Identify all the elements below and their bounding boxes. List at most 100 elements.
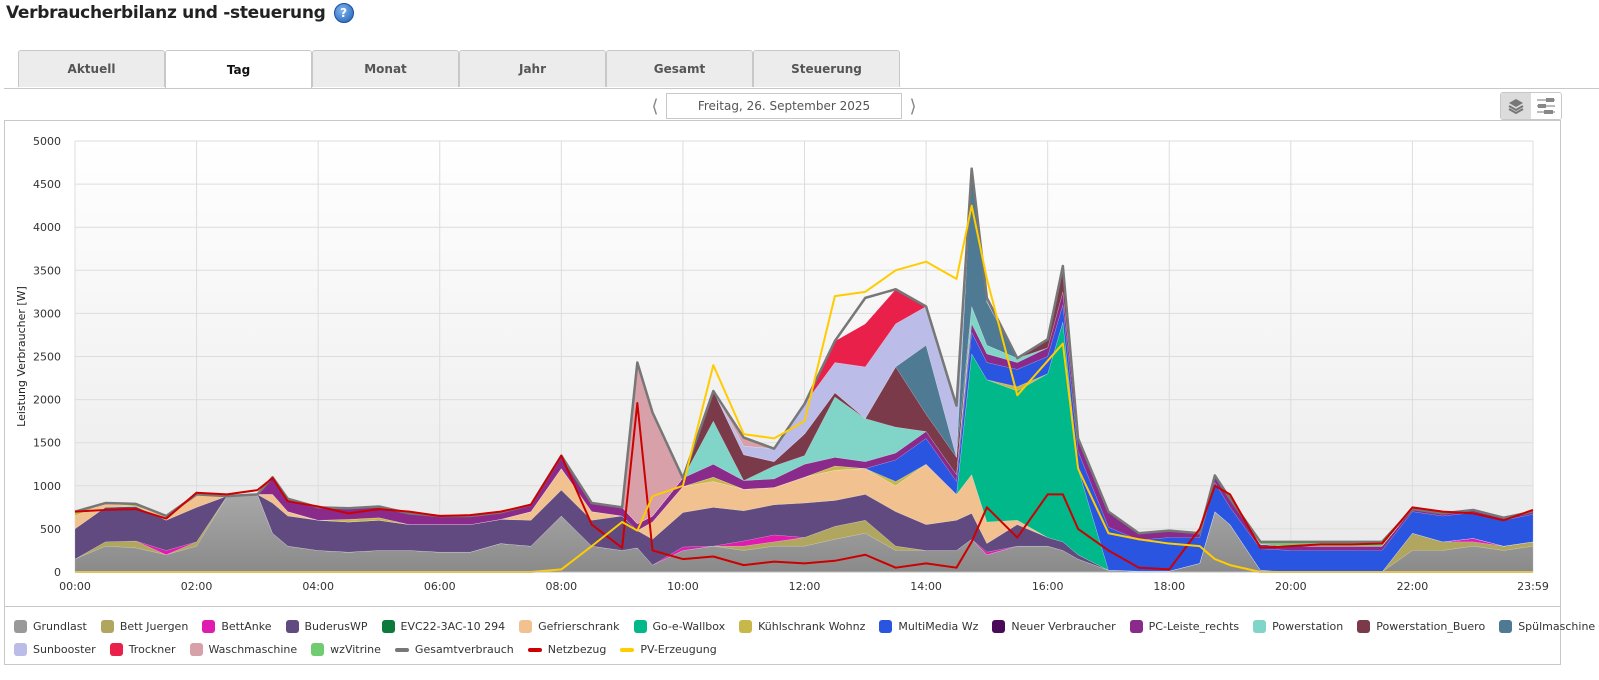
legend-label: BettAnke: [221, 620, 272, 633]
legend-swatch: [394, 647, 409, 652]
date-navigator: ⟨ Freitag, 26. September 2025 ⟩: [646, 93, 922, 119]
legend-swatch: [739, 620, 753, 633]
legend-swatch: [202, 620, 216, 633]
legend-item[interactable]: EVC22-3AC-10 294: [381, 620, 505, 633]
legend-swatch: [620, 647, 635, 652]
legend-label: BuderusWP: [304, 620, 368, 633]
legend-swatch: [1499, 620, 1513, 633]
tab-aktuell[interactable]: Aktuell: [18, 50, 165, 87]
chevron-left-icon[interactable]: ⟨: [651, 95, 659, 117]
tab-monat[interactable]: Monat: [312, 50, 459, 87]
legend-item[interactable]: Waschmaschine: [189, 643, 298, 656]
legend-swatch: [527, 647, 542, 652]
legend-item[interactable]: PV-Erzeugung: [620, 643, 717, 656]
legend-label: Go-e-Wallbox: [652, 620, 726, 633]
legend-label: Sunbooster: [33, 643, 96, 656]
legend-label: Grundlast: [33, 620, 87, 633]
page-title: Verbraucherbilanz und -steuerung ?: [6, 3, 354, 23]
y-tick-label: 2000: [33, 394, 61, 407]
legend-item[interactable]: Bett Juergen: [100, 620, 189, 633]
legend-item[interactable]: Grundlast: [14, 620, 87, 633]
legend-swatch: [1129, 620, 1143, 633]
legend-swatch: [519, 620, 533, 633]
y-tick-label: 4000: [33, 221, 61, 234]
legend-swatch: [381, 620, 395, 633]
legend-swatch: [879, 620, 893, 633]
legend-item[interactable]: MultiMedia Wz: [879, 620, 978, 633]
legend-item[interactable]: BuderusWP: [285, 620, 368, 633]
y-tick-label: 3000: [33, 307, 61, 320]
date-field[interactable]: Freitag, 26. September 2025: [666, 93, 902, 119]
x-tick-label: 10:00: [667, 580, 699, 593]
sliders-icon[interactable]: [1531, 93, 1561, 119]
legend-label: MultiMedia Wz: [898, 620, 979, 633]
legend-item[interactable]: PC-Leiste_rechts: [1129, 620, 1240, 633]
x-tick-label: 23:59: [1517, 580, 1549, 593]
tab-gesamt[interactable]: Gesamt: [606, 50, 753, 87]
legend-swatch: [189, 643, 203, 656]
line-netzbezug: [74, 402, 1534, 571]
legend-item[interactable]: Neuer Verbraucher: [992, 620, 1116, 633]
y-tick-label: 500: [40, 523, 61, 536]
y-tick-label: 4500: [33, 178, 61, 191]
legend-item[interactable]: Kühlschrank Wohnz: [739, 620, 865, 633]
legend-swatch: [1253, 620, 1267, 633]
legend-label: Bett Juergen: [119, 620, 189, 633]
legend-row: Sunbooster Trockner Waschmaschine wzVitrine…: [14, 638, 1561, 661]
legend-item[interactable]: BettAnke: [202, 620, 272, 633]
legend-label: wzVitrine: [330, 643, 381, 656]
x-tick-label: 22:00: [1397, 580, 1429, 593]
legend-item[interactable]: Spülmaschine: [1499, 620, 1595, 633]
y-tick-label: 2500: [33, 351, 61, 364]
y-tick-label: 1000: [33, 480, 61, 493]
layers-icon[interactable]: [1501, 93, 1531, 119]
legend-label: Gesamtverbrauch: [414, 643, 514, 656]
x-tick-label: 20:00: [1275, 580, 1307, 593]
x-tick-label: 06:00: [424, 580, 456, 593]
x-tick-label: 04:00: [302, 580, 334, 593]
legend-label: Powerstation: [1272, 620, 1344, 633]
legend-swatch: [633, 620, 647, 633]
y-tick-label: 5000: [33, 135, 61, 148]
help-icon[interactable]: ?: [333, 3, 354, 23]
y-tick-label: 3500: [33, 264, 61, 277]
legend-item[interactable]: Gefrierschrank: [519, 620, 620, 633]
y-tick-label: 1500: [33, 437, 61, 450]
view-toggle: [1500, 92, 1562, 120]
legend-row: Grundlast Bett Juergen BettAnke BuderusWP EV…: [14, 615, 1595, 638]
x-tick-label: 08:00: [545, 580, 577, 593]
legend-label: Spülmaschine: [1518, 620, 1596, 633]
tab-tag[interactable]: Tag: [165, 50, 312, 89]
x-tick-label: 00:00: [59, 580, 91, 593]
legend-item[interactable]: Sunbooster: [14, 643, 96, 656]
legend-swatch: [109, 643, 123, 656]
legend: Grundlast Bett Juergen BettAnke BuderusWP EV…: [4, 606, 1595, 665]
x-tick-label: 12:00: [789, 580, 821, 593]
tab-steuerung[interactable]: Steuerung: [753, 50, 900, 87]
y-axis-label: Leistung Verbraucher [W]: [15, 286, 28, 427]
legend-swatch: [311, 643, 325, 656]
legend-label: PC-Leiste_rechts: [1148, 620, 1240, 633]
x-tick-label: 18:00: [1153, 580, 1185, 593]
legend-swatch: [100, 620, 114, 633]
consumption-chart: 0 500 1000 1500 2000 2500 3000 3500 4000 4500 5000…: [15, 135, 1549, 593]
legend-item[interactable]: wzVitrine: [311, 643, 381, 656]
tab-divider: [4, 88, 1599, 89]
legend-item[interactable]: Go-e-Wallbox: [633, 620, 726, 633]
legend-swatch: [992, 620, 1006, 633]
tab-jahr[interactable]: Jahr: [459, 50, 606, 87]
legend-label: Waschmaschine: [208, 643, 298, 656]
legend-item[interactable]: Netzbezug: [527, 643, 607, 656]
legend-label: PV-Erzeugung: [640, 643, 717, 656]
legend-label: Powerstation_Buero: [1376, 620, 1486, 633]
y-tick-label: 0: [54, 566, 61, 579]
x-tick-label: 14:00: [910, 580, 942, 593]
chevron-right-icon[interactable]: ⟩: [909, 95, 917, 117]
legend-item[interactable]: Powerstation_Buero: [1357, 620, 1485, 633]
legend-swatch: [1357, 620, 1371, 633]
legend-item[interactable]: Trockner: [109, 643, 176, 656]
x-tick-label: 02:00: [181, 580, 213, 593]
legend-item[interactable]: Gesamtverbrauch: [394, 643, 514, 656]
legend-item[interactable]: Powerstation: [1253, 620, 1343, 633]
legend-label: Netzbezug: [547, 643, 607, 656]
